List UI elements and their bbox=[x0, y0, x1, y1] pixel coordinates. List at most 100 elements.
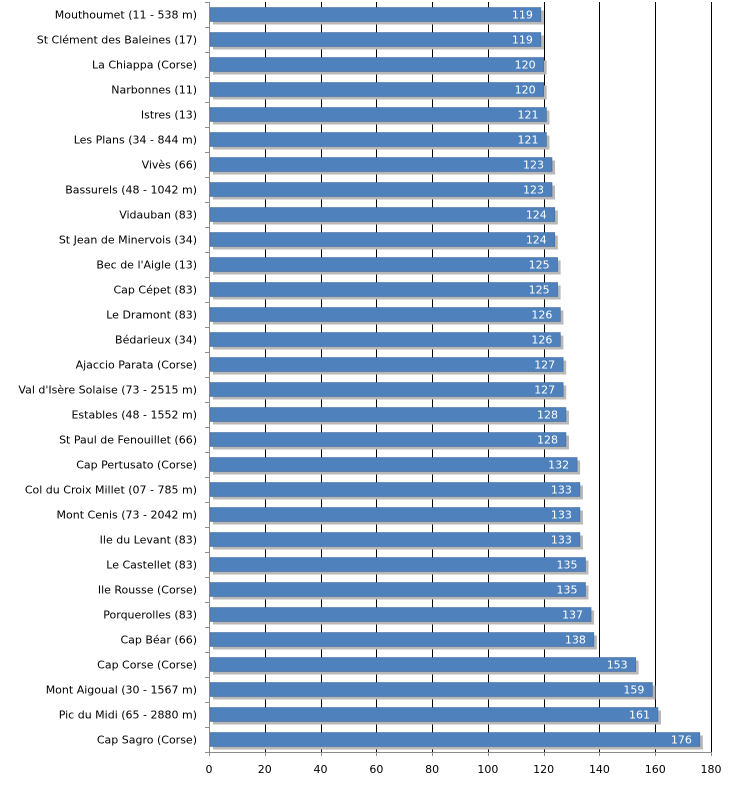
bar-value-label: 119 bbox=[512, 34, 533, 47]
x-tick-label: 140 bbox=[589, 763, 610, 776]
category-label: Mont Aigoual (30 - 1567 m) bbox=[46, 684, 197, 697]
category-label: Porquerolles (83) bbox=[103, 609, 197, 622]
bar-value-label: 126 bbox=[531, 309, 552, 322]
bar-value-label: 120 bbox=[515, 59, 536, 72]
category-label: Ile Rousse (Corse) bbox=[98, 584, 197, 597]
bar-value-label: 138 bbox=[565, 634, 586, 647]
bar bbox=[209, 307, 561, 322]
category-label: St Clément des Baleines (17) bbox=[37, 34, 197, 47]
x-tick-label: 160 bbox=[645, 763, 666, 776]
category-label: Cap Corse (Corse) bbox=[97, 659, 197, 672]
category-label: Cap Béar (66) bbox=[120, 634, 197, 647]
bar-value-label: 124 bbox=[526, 209, 547, 222]
bar bbox=[209, 432, 567, 447]
bar-value-label: 135 bbox=[557, 584, 578, 597]
bar-value-label: 128 bbox=[537, 434, 558, 447]
category-label: Col du Croix Millet (07 - 785 m) bbox=[25, 484, 197, 497]
category-label: Vidauban (83) bbox=[119, 209, 197, 222]
bar-value-label: 120 bbox=[515, 84, 536, 97]
bar bbox=[209, 132, 547, 147]
bar bbox=[209, 382, 564, 397]
x-tick-label: 60 bbox=[369, 763, 383, 776]
bar bbox=[209, 507, 581, 522]
labels: 0 20 40 60 80 100 120 140 160 180 119 Mouthoumet (1… bbox=[18, 9, 721, 777]
category-label: Cap Cépet (83) bbox=[114, 284, 198, 297]
bar bbox=[209, 107, 547, 122]
bar bbox=[209, 707, 659, 722]
bar bbox=[209, 207, 556, 222]
x-tick-label: 40 bbox=[314, 763, 328, 776]
x-tick-label: 20 bbox=[258, 763, 272, 776]
bar bbox=[209, 682, 653, 697]
axes bbox=[205, 2, 712, 756]
bar bbox=[209, 32, 542, 47]
bar-value-label: 123 bbox=[523, 159, 544, 172]
category-label: Bédarieux (34) bbox=[115, 334, 197, 347]
bar bbox=[209, 157, 553, 172]
gridlines bbox=[265, 2, 712, 752]
bar bbox=[209, 257, 558, 272]
bar-value-label: 124 bbox=[526, 234, 547, 247]
bar bbox=[209, 632, 595, 647]
bar-value-label: 121 bbox=[517, 109, 538, 122]
bar bbox=[209, 57, 544, 72]
bar bbox=[209, 582, 586, 597]
bar-value-label: 127 bbox=[534, 359, 555, 372]
category-label: La Chiappa (Corse) bbox=[92, 59, 197, 72]
bar bbox=[209, 357, 564, 372]
bar-value-label: 133 bbox=[551, 534, 572, 547]
category-label: Les Plans (34 - 844 m) bbox=[74, 134, 197, 147]
category-label: Pic du Midi (65 - 2880 m) bbox=[59, 709, 197, 722]
bar-value-label: 128 bbox=[537, 409, 558, 422]
bar bbox=[209, 532, 581, 547]
x-tick-label: 120 bbox=[533, 763, 554, 776]
bar-value-label: 135 bbox=[557, 559, 578, 572]
bar-value-label: 123 bbox=[523, 184, 544, 197]
x-tick-label: 180 bbox=[701, 763, 722, 776]
bar bbox=[209, 657, 636, 672]
category-label: Val d'Isère Solaise (73 - 2515 m) bbox=[18, 384, 197, 397]
category-label: Cap Pertusato (Corse) bbox=[76, 459, 197, 472]
x-tick-label: 100 bbox=[477, 763, 498, 776]
category-label: Estables (48 - 1552 m) bbox=[71, 409, 197, 422]
category-label: Bec de l'Aigle (13) bbox=[96, 259, 197, 272]
bar-value-label: 126 bbox=[531, 334, 552, 347]
bar-value-label: 161 bbox=[629, 709, 650, 722]
category-label: Istres (13) bbox=[141, 109, 197, 122]
bar bbox=[209, 482, 581, 497]
category-label: Narbonnes (11) bbox=[111, 84, 197, 97]
bar bbox=[209, 732, 701, 747]
bar-value-label: 133 bbox=[551, 509, 572, 522]
bar bbox=[209, 457, 578, 472]
category-label: Mouthoumet (11 - 538 m) bbox=[55, 9, 197, 22]
category-label: St Jean de Minervois (34) bbox=[59, 234, 197, 247]
category-label: Ile du Levant (83) bbox=[100, 534, 197, 547]
bar-value-label: 125 bbox=[529, 259, 550, 272]
bar bbox=[209, 282, 558, 297]
bar-value-label: 119 bbox=[512, 9, 533, 22]
bar-value-label: 176 bbox=[671, 734, 692, 747]
category-label: Ajaccio Parata (Corse) bbox=[76, 359, 197, 372]
bar bbox=[209, 232, 556, 247]
bar bbox=[209, 607, 592, 622]
category-label: Vivès (66) bbox=[142, 159, 197, 172]
bars bbox=[209, 7, 703, 750]
bar-value-label: 121 bbox=[517, 134, 538, 147]
category-label: Mont Cenis (73 - 2042 m) bbox=[57, 509, 197, 522]
bar bbox=[209, 332, 561, 347]
bar-value-label: 133 bbox=[551, 484, 572, 497]
x-tick-label: 80 bbox=[425, 763, 439, 776]
category-label: Bassurels (48 - 1042 m) bbox=[65, 184, 197, 197]
bar bbox=[209, 182, 553, 197]
bar bbox=[209, 557, 586, 572]
category-label: St Paul de Fenouillet (66) bbox=[59, 434, 197, 447]
bar-value-label: 137 bbox=[562, 609, 583, 622]
x-tick-label: 0 bbox=[206, 763, 213, 776]
bar-value-label: 127 bbox=[534, 384, 555, 397]
bar bbox=[209, 82, 544, 97]
bar-value-label: 125 bbox=[529, 284, 550, 297]
category-label: Le Dramont (83) bbox=[106, 309, 197, 322]
bar bbox=[209, 7, 542, 22]
bar-value-label: 153 bbox=[607, 659, 628, 672]
